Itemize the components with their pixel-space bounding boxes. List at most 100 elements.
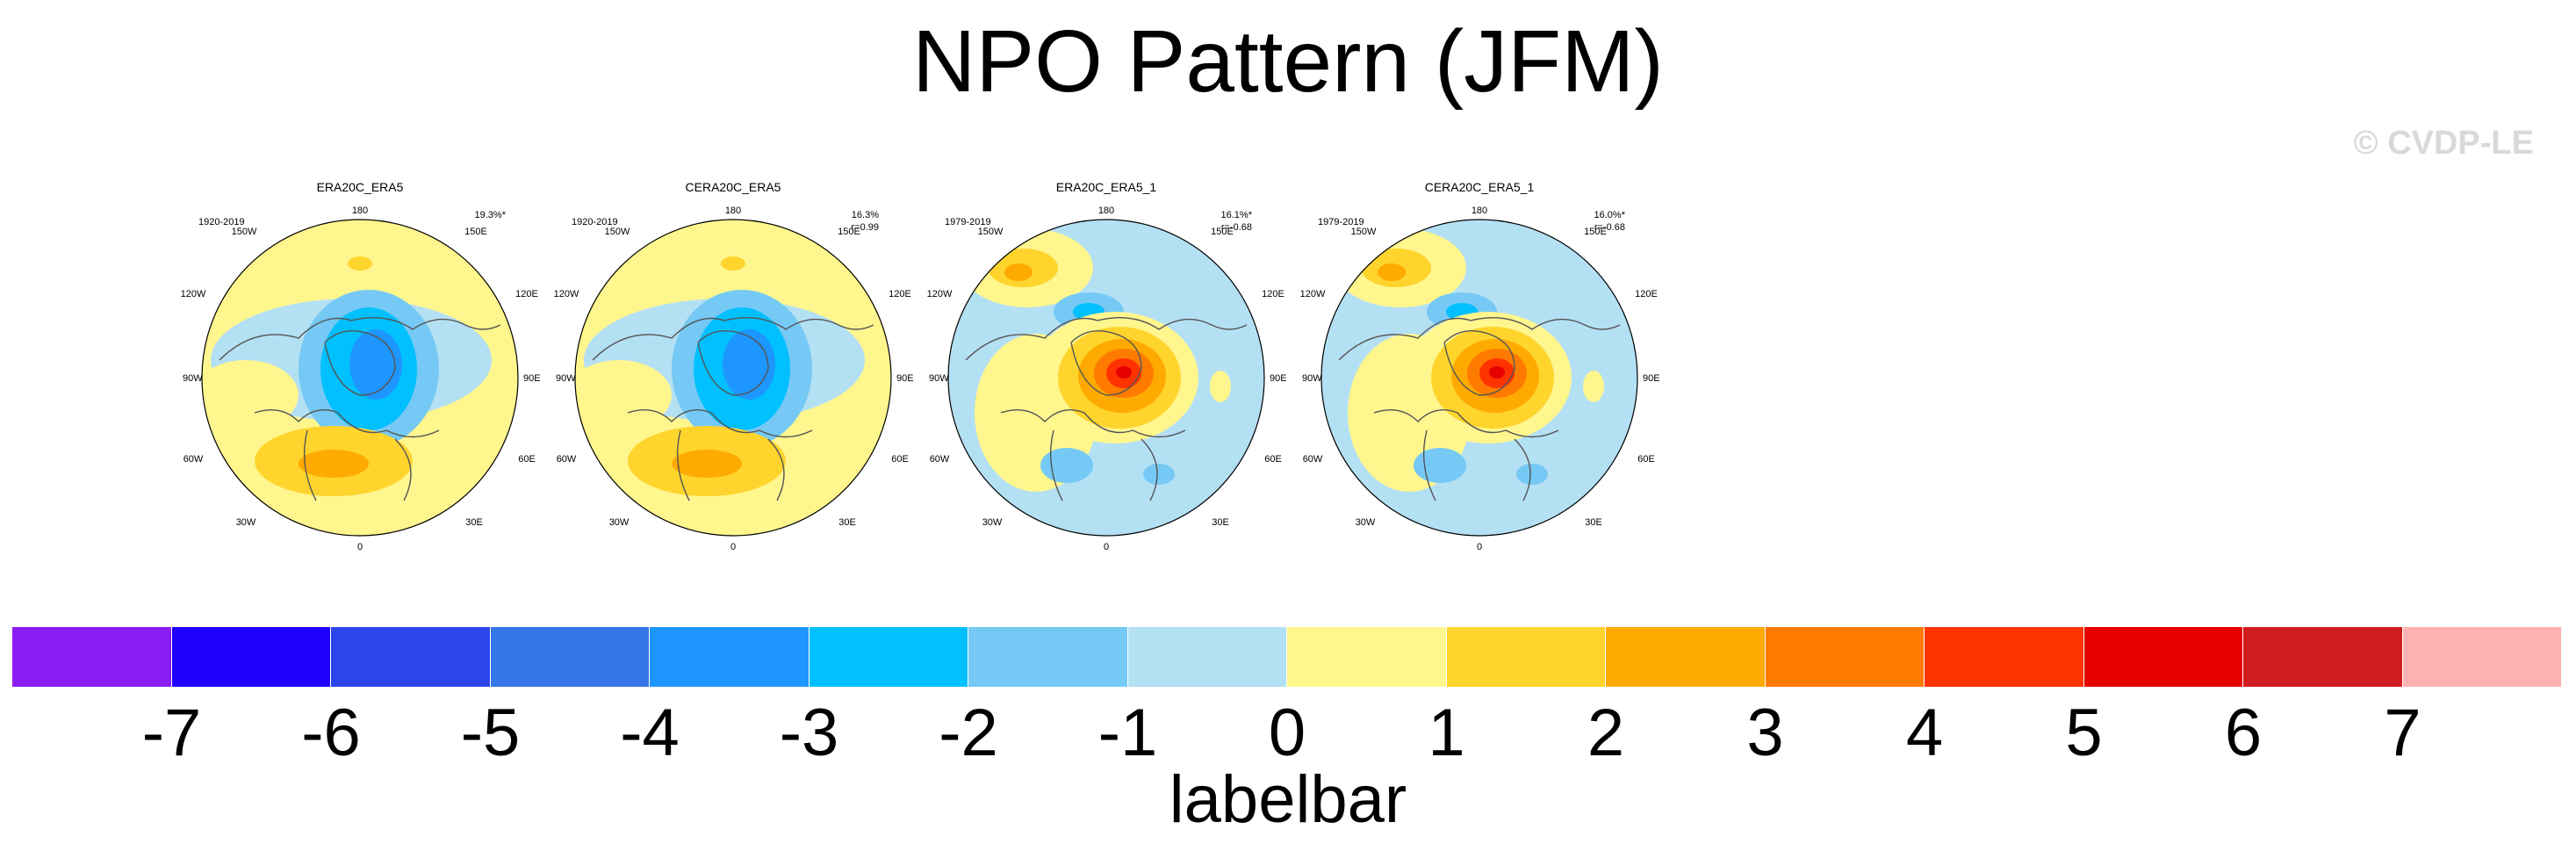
watermark: © CVDP-LE — [2353, 125, 2534, 162]
map-boundary — [574, 219, 892, 537]
coastline — [592, 316, 874, 501]
coastline — [1338, 316, 1621, 501]
panel-title: ERA20C_ERA5 — [317, 180, 404, 194]
lon-label: 180 — [1098, 206, 1114, 216]
map-panel-1: CERA20C_ERA5 1920-2019 16.3% r=0.99 180 0 90W 9… — [549, 176, 926, 562]
correlation-label: r=-0.68 — [1594, 222, 1625, 233]
labelbar-box-12 — [1925, 627, 2084, 687]
map-boundary — [201, 219, 519, 537]
labelbar-tick-label: 1 — [1428, 696, 1465, 770]
labelbar-tick-label: -7 — [141, 696, 202, 770]
coastline — [965, 316, 1248, 501]
panel-title: CERA20C_ERA5_1 — [1425, 180, 1535, 194]
polar-map: CERA20C_ERA5_1 1979-2019 16.0%* r=-0.68 180 0… — [1300, 180, 1660, 552]
lon-label: 30W — [982, 517, 1003, 528]
labelbar-tick-label: 0 — [1268, 696, 1306, 770]
map-boundary — [947, 219, 1265, 537]
anomaly-region — [575, 360, 672, 430]
anomaly-region — [721, 256, 745, 270]
lon-label: 120W — [1300, 289, 1326, 299]
labelbar-tick-label: -3 — [779, 696, 839, 770]
labelbar-tick-label: 2 — [1587, 696, 1625, 770]
panel-title: ERA20C_ERA5_1 — [1056, 180, 1157, 194]
lon-label: 30W — [1356, 517, 1376, 528]
labelbar-tick-label: 6 — [2224, 696, 2263, 770]
lon-label: 30E — [1585, 517, 1602, 528]
labelbar-box-2 — [331, 627, 491, 687]
labelbar-tick-label: -6 — [301, 696, 361, 770]
figure-title: NPO Pattern (JFM) — [912, 12, 1664, 111]
lon-label: 90E — [523, 373, 541, 384]
anomaly-region — [1040, 448, 1093, 483]
lon-label: 120W — [927, 289, 953, 299]
lon-label: 0 — [357, 542, 363, 552]
anomaly-region — [299, 450, 369, 478]
labelbar-box-5 — [809, 627, 968, 687]
lon-label: 0 — [1104, 542, 1109, 552]
anomaly-region — [348, 256, 372, 270]
polar-map: ERA20C_ERA5_1 1979-2019 16.1%* r=-0.68 180 0 9… — [927, 180, 1287, 552]
labelbar-box-8 — [1287, 627, 1447, 687]
labelbar-box-15 — [2402, 627, 2562, 687]
anomaly-region — [1210, 371, 1231, 402]
variance-label: 16.0%* — [1594, 210, 1626, 220]
labelbar-box-14 — [2243, 627, 2403, 687]
lon-label: 30W — [609, 517, 630, 528]
correlation-label: r=-0.68 — [1221, 222, 1252, 233]
labelbar-box-13 — [2083, 627, 2243, 687]
lon-label: 90W — [556, 373, 576, 384]
variance-label: 19.3%* — [475, 210, 507, 220]
map-boundary — [1320, 219, 1638, 537]
period-label: 1979-2019 — [945, 217, 991, 227]
anomaly-region — [723, 329, 775, 400]
labelbar-box-10 — [1606, 627, 1766, 687]
labelbar-box-0 — [12, 627, 172, 687]
labelbar-box-7 — [1127, 627, 1287, 687]
anomaly-region — [1583, 371, 1604, 402]
lon-label: 120E — [1262, 289, 1284, 299]
lon-label: 180 — [725, 206, 741, 216]
lon-label: 90E — [896, 373, 914, 384]
lon-label: 90E — [1270, 373, 1287, 384]
lon-label: 150E — [1211, 227, 1234, 237]
lon-label: 120W — [554, 289, 579, 299]
coastline — [219, 316, 501, 501]
lon-label: 60W — [1303, 454, 1323, 465]
lon-label: 120E — [889, 289, 911, 299]
lon-label: 180 — [352, 206, 368, 216]
map-panel-3: CERA20C_ERA5_1 1979-2019 16.0%* r=-0.68 180 0… — [1295, 176, 1673, 562]
labelbar-tick-label: -5 — [460, 696, 521, 770]
lon-label: 60E — [518, 454, 536, 465]
color-labelbar — [12, 627, 2562, 687]
lon-label: 30W — [236, 517, 256, 528]
anomaly-region — [1378, 263, 1406, 281]
lon-label: 60E — [891, 454, 909, 465]
lon-label: 180 — [1471, 206, 1487, 216]
lon-label: 30E — [1212, 517, 1229, 528]
labelbar-title: labelbar — [1169, 762, 1407, 837]
period-label: 1920-2019 — [572, 217, 618, 227]
lon-label: 150W — [605, 227, 630, 237]
lon-label: 150W — [232, 227, 257, 237]
labelbar-tick-label: 7 — [2384, 696, 2421, 770]
variance-label: 16.3% — [852, 210, 879, 220]
lon-label: 0 — [730, 542, 736, 552]
anomaly-region — [1414, 448, 1466, 483]
labelbar-box-11 — [1765, 627, 1925, 687]
lon-label: 120E — [515, 289, 538, 299]
labelbar-tick-label: -2 — [939, 696, 998, 770]
anomaly-region — [672, 450, 742, 478]
lon-label: 90W — [1302, 373, 1322, 384]
lon-label: 60E — [1264, 454, 1282, 465]
lon-label: 120W — [181, 289, 206, 299]
labelbar-tick-label: 5 — [2065, 696, 2103, 770]
lon-label: 120E — [1635, 289, 1658, 299]
anomaly-region — [1116, 366, 1132, 379]
panel-title: CERA20C_ERA5 — [686, 180, 781, 194]
polar-map: CERA20C_ERA5 1920-2019 16.3% r=0.99 180 0 90W 9… — [554, 180, 914, 552]
map-panel-0: ERA20C_ERA5 1920-2019 19.3%* 180 0 90W 90E 150W… — [176, 176, 553, 562]
period-label: 1979-2019 — [1318, 217, 1364, 227]
labelbar-ticks: -7 -6 -5 -4 -3 -2 -1 0 1 2 3 4 5 6 7 — [12, 694, 2562, 773]
anomaly-region — [1143, 464, 1175, 485]
labelbar-box-6 — [968, 627, 1128, 687]
